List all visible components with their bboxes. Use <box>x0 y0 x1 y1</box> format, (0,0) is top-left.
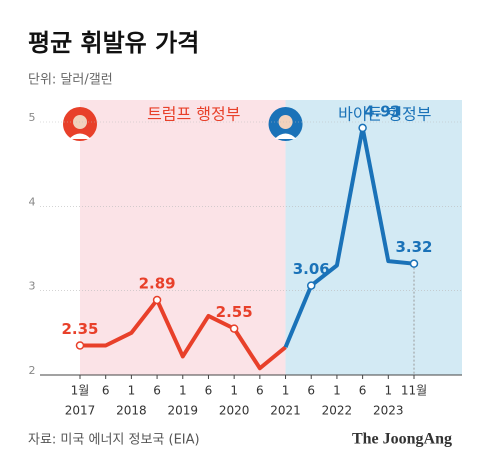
year-label: 2017 <box>65 404 96 418</box>
year-label: 2019 <box>167 404 198 418</box>
year-label: 2022 <box>322 404 353 418</box>
chart-title: 평균 휘발유 가격 <box>28 29 199 57</box>
brand: The JoongAng <box>352 431 452 448</box>
value-label: 3.32 <box>395 238 432 256</box>
value-label: 3.06 <box>293 260 330 278</box>
portrait-face <box>278 115 293 129</box>
region-band <box>285 100 462 375</box>
region-label: 트럼프 행정부 <box>147 105 240 124</box>
year-label: 2021 <box>270 404 301 418</box>
y-tick-label: 4 <box>29 195 36 208</box>
year-label: 2023 <box>373 404 404 418</box>
line <box>80 297 287 371</box>
point <box>409 259 419 268</box>
value-label: 2.89 <box>139 274 176 292</box>
y-tick-label: 3 <box>29 280 36 293</box>
value-label: 2.35 <box>61 320 98 338</box>
x-tick-label: 6 <box>153 384 161 398</box>
x-tick-label: 6 <box>359 384 367 398</box>
region-band <box>80 100 286 375</box>
bands <box>63 100 462 375</box>
x-tick-label: 6 <box>256 384 264 398</box>
portrait-body <box>274 133 297 139</box>
x-tick-label: 6 <box>205 384 213 398</box>
y-tick-label: 2 <box>29 364 36 377</box>
x-tick-label: 6 <box>307 384 315 398</box>
point <box>152 295 162 305</box>
source: 자료: 미국 에너지 정보국 (EIA) <box>28 433 200 448</box>
value-label: 2.55 <box>216 303 253 321</box>
point <box>358 123 367 133</box>
region-label: 바이든 행정부 <box>338 105 431 124</box>
x-tick-label: 1 <box>179 384 187 398</box>
x-tick-label: 1 <box>230 384 238 398</box>
x-tick-label: 1월 <box>71 384 90 398</box>
x-tick-label: 11월 <box>401 384 427 398</box>
x-tick-label: 6 <box>102 384 110 398</box>
point <box>306 281 316 290</box>
year-label: 2018 <box>116 404 147 418</box>
x-tick-label: 1 <box>282 384 290 398</box>
chart-subtitle: 단위: 달러/갤런 <box>28 73 113 88</box>
value-label: 4.93 <box>364 102 401 120</box>
portrait-body <box>69 133 91 139</box>
y-tick-label: 5 <box>29 111 36 124</box>
year-label: 2020 <box>219 404 250 418</box>
x-tick-label: 1 <box>384 384 392 398</box>
x-tick-label: 1 <box>128 384 136 398</box>
line <box>283 125 415 348</box>
point <box>229 324 239 333</box>
point <box>75 341 85 350</box>
x-tick-label: 1 <box>333 384 341 398</box>
